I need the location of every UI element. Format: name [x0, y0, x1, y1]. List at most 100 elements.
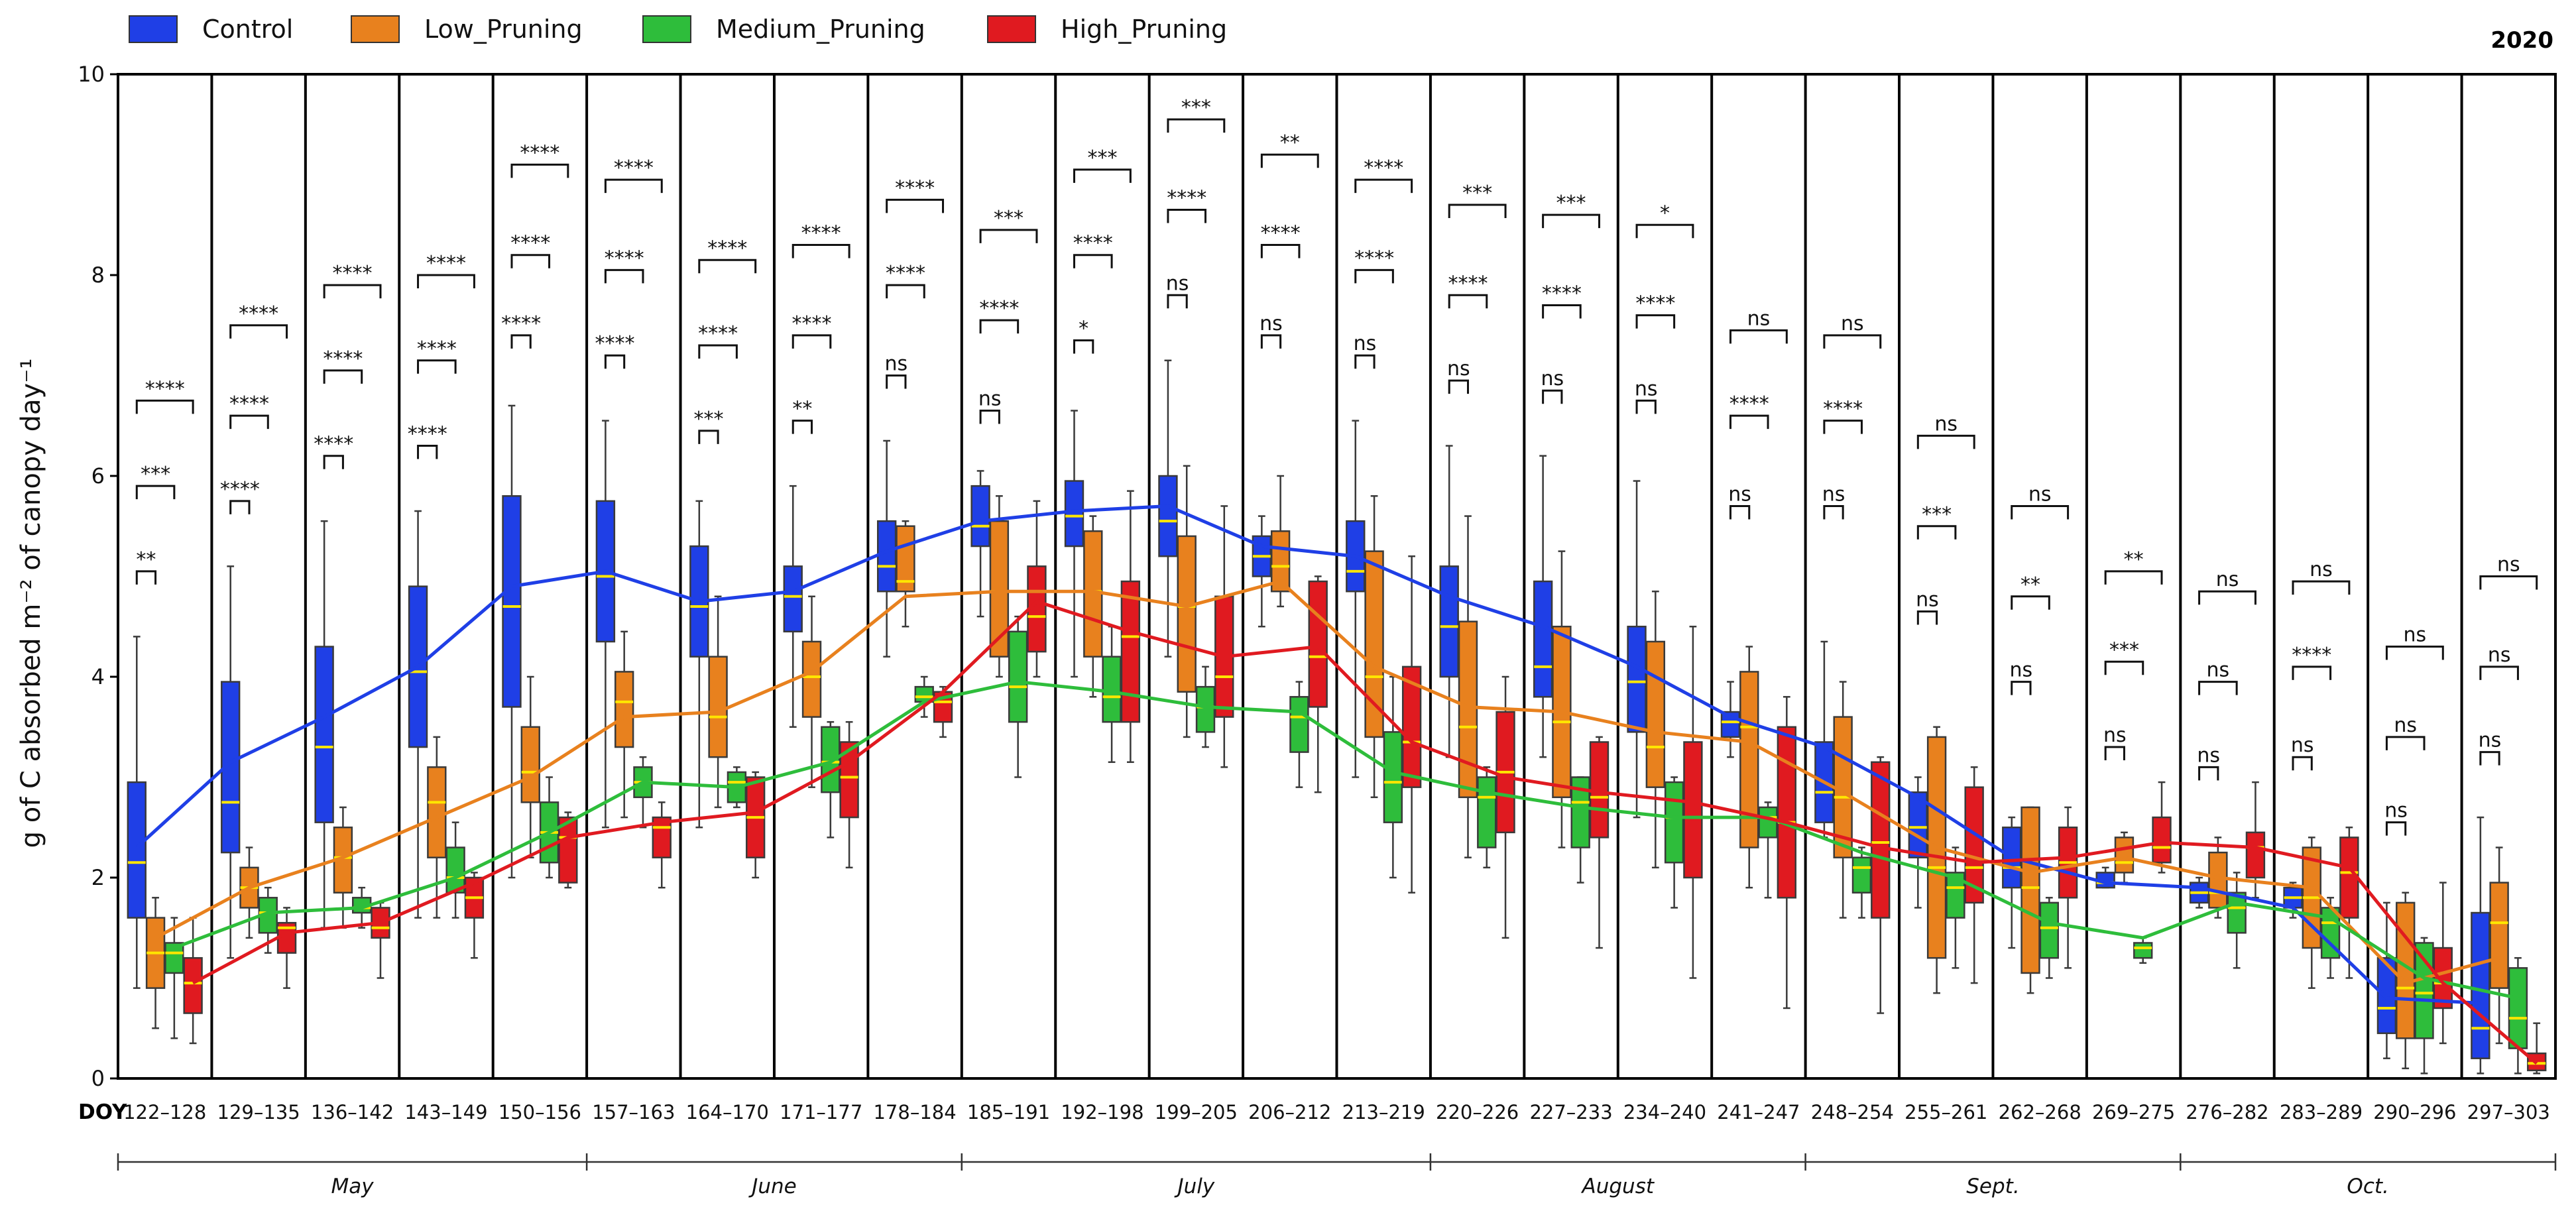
significance-bracket [979, 319, 1020, 334]
significance-bracket [1823, 504, 1844, 520]
significance-label: **** [1542, 282, 1582, 305]
box-low-pruning [1177, 535, 1197, 693]
significance-label: *** [1181, 96, 1211, 119]
significance-label: **** [501, 312, 541, 335]
doy-tick-label: 192–198 [1061, 1101, 1143, 1124]
box-medium-pruning [1851, 856, 1872, 894]
significance-bracket [1448, 379, 1469, 394]
significance-label: ns [2394, 714, 2417, 737]
significance-bracket [1916, 610, 1938, 625]
doy-tick-label: 234–240 [1623, 1101, 1706, 1124]
significance-bracket [1167, 118, 1226, 133]
significance-label: ns [1259, 312, 1283, 335]
significance-bracket [1260, 153, 1319, 168]
box-high-pruning [2433, 947, 2453, 1010]
doy-tick-label: 206–212 [1248, 1101, 1331, 1124]
significance-bracket [1167, 209, 1207, 223]
significance-bracket [604, 354, 626, 369]
significance-bracket [229, 414, 269, 430]
box-control [127, 781, 146, 919]
doy-tick-label: 164–170 [686, 1101, 769, 1124]
significance-bracket [2479, 575, 2538, 590]
significance-bracket [2104, 570, 2163, 585]
significance-bracket [698, 344, 738, 359]
significance-label: *** [1922, 503, 1952, 526]
box-control [970, 485, 990, 548]
doy-tick-label: 157–163 [592, 1101, 675, 1124]
month-label: August [1581, 1175, 1655, 1198]
month-label: Sept. [1966, 1175, 2019, 1198]
significance-label: **** [239, 302, 278, 325]
box-medium-pruning [1664, 781, 1684, 864]
box-low-pruning [2114, 837, 2135, 874]
significance-bracket [1073, 168, 1132, 183]
significance-bracket [1448, 203, 1507, 218]
significance-bracket [2104, 746, 2125, 761]
box-low-pruning [333, 827, 353, 894]
box-high-pruning [183, 956, 203, 1014]
plot-area: 0246810*********************************… [78, 62, 2557, 1198]
significance-bracket [1354, 268, 1394, 284]
significance-label: *** [1087, 146, 1117, 170]
significance-label: ns [1916, 589, 1939, 612]
significance-label: **** [1823, 398, 1863, 421]
box-high-pruning [1120, 580, 1141, 723]
significance-bracket [2292, 756, 2313, 771]
doy-tick-label: 283–289 [2280, 1101, 2363, 1124]
year-label: 2020 [2490, 27, 2553, 54]
doy-tick-label: 227–233 [1529, 1101, 1612, 1124]
box-medium-pruning [1758, 806, 1778, 838]
doy-tick-label: 150–156 [498, 1101, 581, 1124]
significance-label: **** [1364, 156, 1403, 180]
legend: Control Low_Pruning Medium_Pruning High_… [129, 15, 1227, 44]
plot-frame [117, 73, 2557, 1080]
doy-tick-label: 143–149 [404, 1101, 487, 1124]
significance-bracket [417, 359, 457, 374]
month-label: June [748, 1175, 797, 1198]
significance-label: * [1079, 317, 1088, 340]
box-control [1064, 480, 1084, 548]
significance-bracket [2198, 590, 2256, 605]
legend-swatch-medium-pruning [642, 15, 691, 43]
box-control [1439, 565, 1459, 678]
significance-label: ns [884, 353, 907, 376]
significance-bracket [2385, 821, 2407, 836]
box-low-pruning [2020, 806, 2040, 974]
legend-label-low-pruning: Low_Pruning [424, 15, 583, 44]
doy-tick-label: 199–205 [1155, 1101, 1238, 1124]
box-high-pruning [2152, 816, 2172, 864]
y-axis-label: g of C absorbed m⁻² of canopy day⁻¹ [16, 359, 46, 848]
significance-bracket [979, 229, 1038, 243]
significance-bracket [229, 324, 288, 339]
significance-label: **** [145, 377, 185, 400]
significance-label: **** [1073, 232, 1113, 255]
box-medium-pruning [445, 846, 465, 894]
significance-bracket [135, 570, 157, 585]
legend-label-high-pruning: High_Pruning [1061, 15, 1227, 44]
significance-label: ns [2310, 558, 2333, 581]
significance-bracket [229, 500, 251, 514]
significance-bracket [323, 455, 344, 469]
significance-label: **** [895, 176, 935, 200]
box-medium-pruning [1102, 656, 1122, 723]
box-high-pruning [1308, 580, 1328, 708]
month-label: Oct. [2347, 1175, 2388, 1198]
significance-bracket [698, 259, 757, 274]
significance-bracket [1635, 314, 1676, 329]
significance-label: ns [2404, 624, 2427, 647]
legend-swatch-control [129, 15, 178, 43]
significance-label: *** [2109, 638, 2139, 662]
month-label: May [331, 1175, 375, 1198]
box-low-pruning [2208, 851, 2228, 909]
legend-swatch-high-pruning [987, 15, 1036, 43]
box-high-pruning [1777, 726, 1797, 899]
significance-label: *** [693, 408, 723, 431]
significance-label: ns [2103, 724, 2127, 747]
significance-bracket [1729, 414, 1769, 430]
doy-tick-label: 171–177 [780, 1101, 862, 1124]
significance-label: **** [520, 141, 559, 164]
significance-bracket [1542, 213, 1600, 229]
y-tick-label: 6 [91, 463, 105, 489]
significance-bracket [1916, 434, 1975, 449]
box-high-pruning [1683, 741, 1703, 879]
